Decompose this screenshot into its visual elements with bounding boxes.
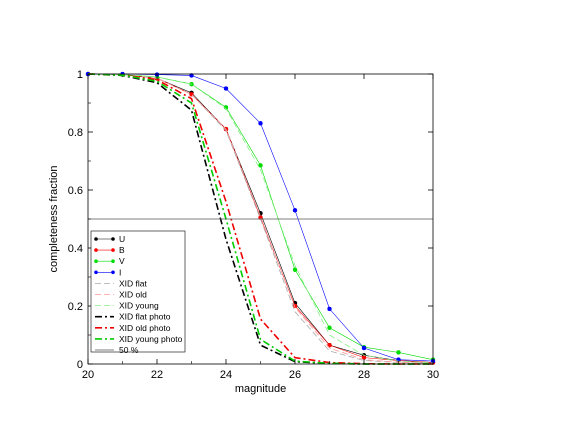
legend-box [90, 230, 186, 353]
legend-u-label: U [119, 234, 125, 244]
y-tick-label: 1 [77, 69, 83, 81]
series-i-point [258, 121, 263, 126]
x-tick-label: 26 [289, 369, 301, 381]
y-axis-title: completeness fraction [48, 166, 60, 273]
series-v-point [292, 267, 298, 272]
series-v-point [327, 325, 332, 330]
legend-50-pct-label: 50 % [119, 345, 139, 355]
legend-b-label: B [119, 245, 125, 255]
legend-i-marker [94, 270, 98, 275]
legend-i-marker [111, 270, 115, 275]
x-tick-label: 28 [358, 369, 370, 381]
legend-u-marker [111, 237, 115, 241]
legend-v-marker [94, 259, 98, 264]
y-tick-label: 0.6 [68, 185, 83, 197]
y-tick-label: 0.8 [68, 127, 83, 139]
legend-xid-flat-label: XID flat [119, 278, 148, 288]
series-i-point [361, 345, 367, 351]
series-i-point [292, 208, 298, 213]
legend-xid-flat-photo-label: XID flat photo [119, 312, 171, 322]
x-tick-label: 30 [427, 369, 439, 381]
x-tick-label: 22 [151, 369, 163, 381]
plot-area [85, 71, 436, 365]
series-xid-old-line [87, 73, 434, 364]
legend-xid-young-photo-label: XID young photo [119, 334, 183, 344]
legend-v-marker [111, 259, 115, 264]
x-axis-title: magnitude [235, 383, 286, 395]
legend-i-label: I [119, 267, 121, 277]
series-xid-young-line [87, 73, 434, 364]
series-i-point [223, 86, 229, 91]
series-v-point [396, 350, 401, 355]
legend-b-marker [111, 248, 115, 252]
x-tick-label: 20 [82, 369, 94, 381]
legend-b-marker [94, 248, 98, 252]
legend-xid-old-photo-label: XID old photo [119, 323, 171, 333]
legend-xid-young-label: XID young [119, 301, 159, 311]
y-tick-label: 0.2 [68, 301, 83, 313]
axes: 20 22 24 26 28 30 0 0.2 0.4 0.6 0.8 1 [68, 69, 439, 381]
legend-u-marker [94, 237, 98, 241]
series-i-point [327, 306, 332, 312]
series-v-point [258, 163, 263, 168]
series-i-point [189, 73, 194, 78]
legend-xid-old-label: XID old [119, 290, 147, 300]
legend-v-label: V [119, 256, 125, 266]
y-tick-label: 0.4 [68, 243, 83, 255]
y-tick-label: 0 [77, 359, 83, 371]
series-xid-young-photo-line [87, 73, 433, 365]
x-tick-label: 24 [220, 369, 232, 381]
